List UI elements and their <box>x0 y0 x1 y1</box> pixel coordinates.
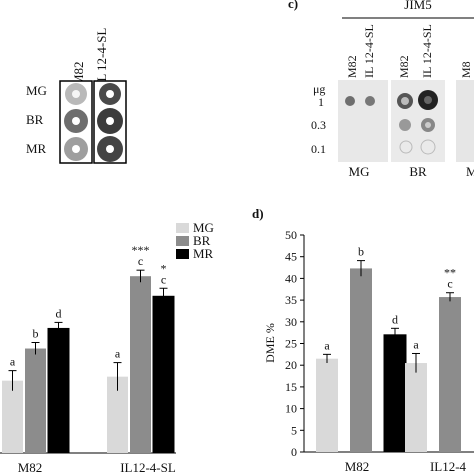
y-axis-label-d: DME % <box>263 323 277 363</box>
halo-core <box>106 90 114 98</box>
bar-mg-1 <box>107 376 128 453</box>
dose-0-1: 0.1 <box>311 142 326 156</box>
halo-core <box>106 117 114 125</box>
lane-label-m82-1: M82 <box>345 55 359 78</box>
bar-mr-0 <box>383 334 407 453</box>
group-label-br: BR <box>409 164 427 179</box>
blot-dot <box>399 119 411 131</box>
x-tick-label: M82 <box>18 460 43 474</box>
y-tick-label: 40 <box>285 271 297 285</box>
halo-core <box>72 117 80 125</box>
significance-letter: d <box>56 306 62 320</box>
significance-letter: c <box>447 277 452 291</box>
legend-swatch-mr <box>176 249 189 259</box>
blot-membrane-m <box>456 80 474 162</box>
bar-br-0 <box>350 268 372 452</box>
significance-letter: a <box>115 347 121 361</box>
col-label-m82: M82 <box>71 61 86 86</box>
bar-br-1 <box>439 297 461 452</box>
significance-letter: d <box>392 312 398 326</box>
lane-label-m82-2: M82 <box>397 55 411 78</box>
y-tick-label: 15 <box>285 380 297 394</box>
legend-swatch-mg <box>176 223 189 233</box>
bar-mg-1 <box>405 363 427 452</box>
y-tick-label: 50 <box>285 228 297 242</box>
x-tick-label: IL12-4 <box>430 459 467 474</box>
y-tick-label: 45 <box>285 250 297 264</box>
halo-core <box>106 145 114 153</box>
row-label-mg: MG <box>26 83 47 98</box>
y-tick-label: 35 <box>285 293 297 307</box>
halo-core <box>72 145 80 153</box>
blot-dot <box>345 96 355 106</box>
bar-mg-0 <box>316 358 338 452</box>
panel-d-label: d) <box>252 206 264 221</box>
y-tick-label: 10 <box>285 402 297 416</box>
col-label-il12-4-sl: IL 12-4-SL <box>94 28 109 86</box>
y-tick-label: 25 <box>285 337 297 351</box>
significance-letter: c <box>161 272 166 286</box>
significance-letter: b <box>358 245 364 259</box>
y-tick-label: 5 <box>291 423 297 437</box>
bar-br-1 <box>130 276 151 453</box>
ug-label: μg <box>313 82 325 96</box>
significance-stars: ** <box>444 266 456 280</box>
blot-dot <box>401 97 409 105</box>
y-tick-label: 20 <box>285 358 297 372</box>
blot-dot <box>420 139 436 155</box>
bar-mr-1 <box>152 295 175 454</box>
blot-membrane-mg <box>338 80 388 162</box>
antibody-label: JIM5 <box>404 0 431 12</box>
significance-letter: a <box>413 337 419 351</box>
legend-swatch-br <box>176 236 189 246</box>
blot-dot <box>425 122 431 128</box>
panel-c-dot-blot: c) JIM5 M82 IL 12-4-SL M82 IL 12-4-SL M8… <box>288 0 474 179</box>
group-label-mg: MG <box>349 164 370 179</box>
blot-dot <box>399 140 413 154</box>
blot-dot <box>424 96 432 104</box>
legend-label-mg: MG <box>193 220 214 235</box>
significance-stars: * <box>161 261 167 275</box>
panel-a-halo-assay: M82 IL 12-4-SL MG BR MR <box>26 28 127 164</box>
x-tick-label: IL12-4-SL <box>120 460 176 474</box>
blot-membrane-br <box>391 80 445 162</box>
significance-letter: a <box>324 338 330 352</box>
bar-br-0 <box>25 348 46 453</box>
y-tick-label: 0 <box>291 445 297 459</box>
legend-label-br: BR <box>193 233 211 248</box>
significance-letter: a <box>10 355 16 369</box>
bar-mr-0 <box>47 327 70 454</box>
x-tick-label: M82 <box>345 459 370 474</box>
group-label-m: M <box>466 164 474 179</box>
lane-label-il-2: IL 12-4-SL <box>420 24 434 78</box>
row-label-br: BR <box>26 112 44 127</box>
dose-1: 1 <box>318 95 324 109</box>
chart-d: d) DME % 0 5 10 15 20 25 30 35 40 45 50 M82 a b d IL12-… <box>252 206 474 474</box>
blot-dot <box>365 96 375 106</box>
significance-letter: b <box>33 327 39 341</box>
significance-stars: *** <box>132 243 150 257</box>
halo-core <box>72 90 80 98</box>
panel-c-label: c) <box>288 0 298 11</box>
lane-label-m8: M8 <box>459 61 473 78</box>
dose-0-3: 0.3 <box>311 118 326 132</box>
y-tick-label: 30 <box>285 315 297 329</box>
significance-letter: c <box>138 254 143 268</box>
lane-label-il-1: IL 12-4-SL <box>362 24 376 78</box>
bar-mg-0 <box>2 380 23 453</box>
row-label-mr: MR <box>26 141 47 156</box>
legend-label-mr: MR <box>193 246 214 261</box>
